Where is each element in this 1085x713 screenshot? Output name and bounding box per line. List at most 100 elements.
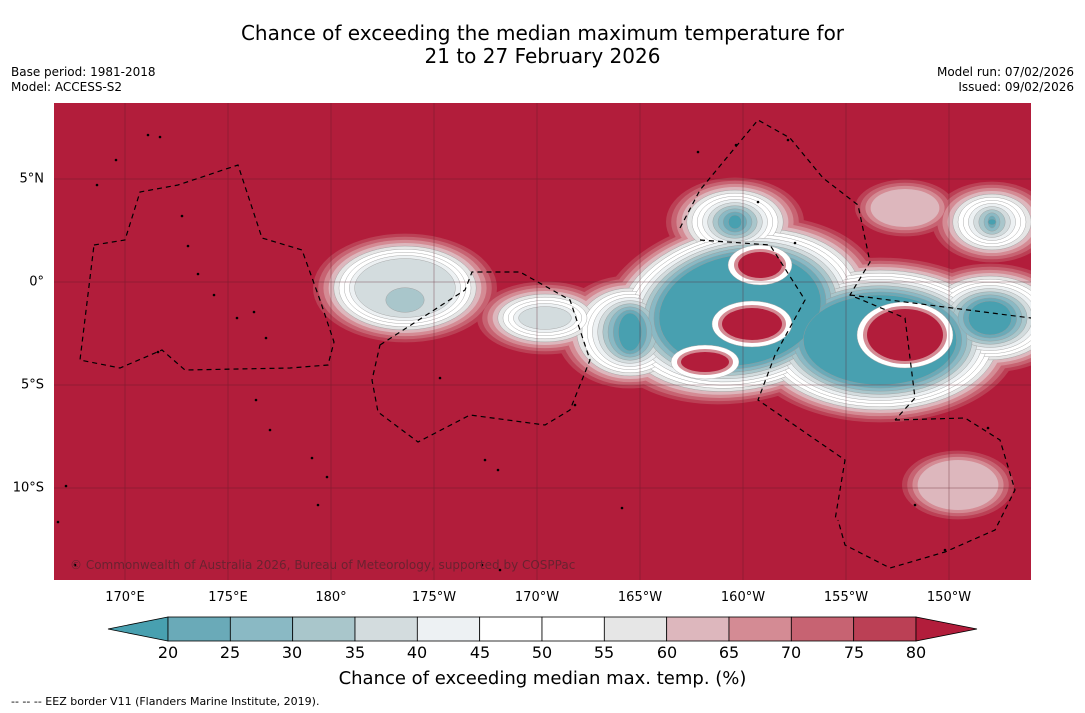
model-run-date: Model run: 07/02/2026 bbox=[936, 65, 1074, 79]
island-dot-29 bbox=[943, 548, 947, 552]
lon-label-175e: 175°E bbox=[208, 590, 248, 605]
probability-contours bbox=[313, 177, 1031, 520]
contour-c30-blob-6 bbox=[385, 287, 425, 313]
copyright-notice: © Commonwealth of Australia 2026, Bureau… bbox=[70, 558, 576, 572]
colorbar-tick-45: 45 bbox=[469, 643, 491, 662]
island-dot-31 bbox=[498, 568, 502, 572]
colorbar-tick-65: 65 bbox=[718, 643, 740, 662]
lon-label-170e: 170°E bbox=[105, 590, 145, 605]
island-dot-18 bbox=[56, 520, 60, 524]
island-dot-1 bbox=[158, 135, 162, 139]
colorbar-tick-75: 75 bbox=[843, 643, 865, 662]
warm-pocket-core-0 bbox=[738, 252, 782, 278]
issued-date: Issued: 09/02/2026 bbox=[958, 80, 1074, 94]
island-dot-2 bbox=[114, 158, 118, 162]
colorbar-segment-3 bbox=[354, 616, 418, 642]
island-coastlines bbox=[56, 133, 990, 572]
island-dot-15 bbox=[325, 475, 329, 479]
island-dot-32 bbox=[73, 563, 77, 567]
colorbar-segment-10 bbox=[790, 616, 855, 642]
island-dot-23 bbox=[620, 506, 624, 510]
colorbar-tick-40: 40 bbox=[406, 643, 428, 662]
island-dot-25 bbox=[734, 143, 738, 147]
colorbar-tick-35: 35 bbox=[344, 643, 366, 662]
colorbar-segment-4 bbox=[416, 616, 481, 642]
lat-label-5s: 5°S bbox=[20, 377, 44, 393]
colorbar-segment-1 bbox=[229, 616, 294, 642]
warm-pocket-core-1 bbox=[722, 308, 782, 340]
island-dot-22 bbox=[573, 403, 577, 407]
contour-c60-blob-10 bbox=[870, 188, 940, 228]
island-dot-16 bbox=[316, 503, 320, 507]
island-dot-9 bbox=[252, 310, 256, 314]
colorbar-title: Chance of exceeding median max. temp. (%… bbox=[338, 668, 747, 689]
colorbar-tick-80: 80 bbox=[905, 643, 927, 662]
graticule bbox=[54, 103, 1031, 580]
colorbar-tick-70: 70 bbox=[780, 643, 802, 662]
island-dot-21 bbox=[496, 468, 500, 472]
island-dot-5 bbox=[186, 244, 190, 248]
colorbar-tick-25: 25 bbox=[219, 643, 241, 662]
contour-c_lt20-blob-2 bbox=[968, 300, 1012, 336]
map-title-line2: 21 to 27 February 2026 bbox=[424, 44, 661, 68]
lat-label-0: 0° bbox=[29, 274, 44, 290]
island-dot-26 bbox=[756, 200, 760, 204]
colorbar-segment-2 bbox=[292, 616, 356, 642]
colorbar-segment-8 bbox=[666, 616, 730, 642]
contour-c60-blob-9 bbox=[917, 459, 999, 511]
eez-footnote: -- -- -- EEZ border V11 (Flanders Marine… bbox=[11, 695, 320, 708]
colorbar-segment-5 bbox=[479, 616, 543, 642]
colorbar-segment-7 bbox=[603, 616, 668, 642]
colorbar-tick-50: 50 bbox=[531, 643, 553, 662]
map-title: Chance of exceeding the median maximum t… bbox=[0, 22, 1085, 68]
colorbar-segment-11 bbox=[853, 616, 917, 642]
island-dot-24 bbox=[696, 150, 700, 154]
island-dot-13 bbox=[268, 428, 272, 432]
island-dot-30 bbox=[480, 563, 484, 567]
lon-label-165w: 165°W bbox=[617, 590, 663, 605]
metadata-left: Base period: 1981-2018 Model: ACCESS-S2 bbox=[11, 65, 156, 95]
island-dot-34 bbox=[786, 138, 790, 142]
eez-border-1 bbox=[371, 271, 591, 443]
warm-pocket-core-3 bbox=[681, 352, 729, 372]
colorbar-segment-6 bbox=[541, 616, 605, 642]
island-dot-4 bbox=[180, 214, 184, 218]
colorbar-over-arrow bbox=[915, 616, 978, 642]
colorbar-under-arrow bbox=[107, 616, 169, 642]
lon-label-180: 180° bbox=[315, 590, 347, 605]
eez-border-5 bbox=[849, 294, 1031, 319]
base-period: Base period: 1981-2018 bbox=[11, 65, 156, 79]
island-dot-0 bbox=[146, 133, 150, 137]
map-title-line1: Chance of exceeding the median maximum t… bbox=[240, 21, 845, 45]
eez-borders bbox=[79, 119, 1031, 569]
island-dot-17 bbox=[64, 484, 68, 488]
island-dot-20 bbox=[483, 458, 487, 462]
island-dot-8 bbox=[235, 316, 239, 320]
eez-border-3 bbox=[699, 239, 846, 521]
model-name: Model: ACCESS-S2 bbox=[11, 80, 123, 94]
metadata-right: Model run: 07/02/2026 Issued: 09/02/2026 bbox=[937, 65, 1074, 95]
colorbar-tick-20: 20 bbox=[157, 643, 179, 662]
island-dot-6 bbox=[196, 272, 200, 276]
colorbar-tick-30: 30 bbox=[281, 643, 303, 662]
island-dot-11 bbox=[156, 350, 160, 354]
lon-label-150w: 150°W bbox=[926, 590, 972, 605]
warm-pocket-core-2 bbox=[867, 309, 943, 361]
lon-label-160w: 160°W bbox=[720, 590, 766, 605]
eez-border-0 bbox=[79, 164, 335, 371]
island-dot-3 bbox=[95, 183, 99, 187]
contour-c_lt20-blob-3 bbox=[728, 214, 742, 230]
colorbar-tick-60: 60 bbox=[656, 643, 678, 662]
lat-label-10s: 10°S bbox=[12, 480, 44, 496]
island-dot-19 bbox=[438, 376, 442, 380]
island-dot-10 bbox=[264, 336, 268, 340]
lat-label-5n: 5°N bbox=[19, 171, 45, 187]
colorbar-segment-0 bbox=[167, 616, 231, 642]
island-dot-33 bbox=[986, 426, 990, 430]
lon-label-175w: 175°W bbox=[411, 590, 457, 605]
island-dot-14 bbox=[310, 456, 314, 460]
island-dot-27 bbox=[793, 241, 797, 245]
contour-c_lt20-blob-5 bbox=[618, 312, 642, 352]
island-dot-7 bbox=[212, 293, 216, 297]
eez-border-2 bbox=[679, 119, 916, 421]
